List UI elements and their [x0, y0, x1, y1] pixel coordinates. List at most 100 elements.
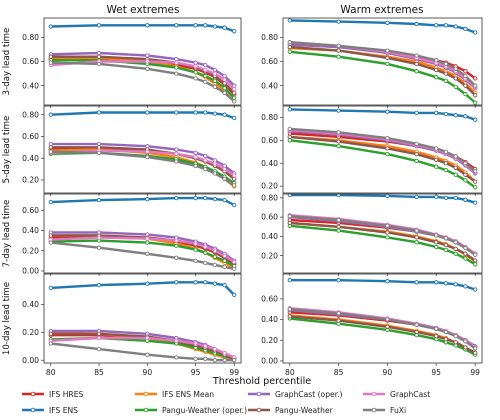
x-tick-label: 99: [470, 368, 480, 377]
data-point: [443, 61, 449, 67]
data-point: [473, 346, 478, 351]
data-point: [336, 311, 341, 316]
x-axis-label: Threshold percentile: [212, 376, 311, 387]
y-tick-label: 0.60: [22, 132, 39, 141]
data-point: [232, 115, 237, 121]
data-point: [222, 77, 227, 82]
legend-label: IFS ENS Mean: [162, 390, 214, 399]
plot-frame: [43, 105, 242, 194]
data-point: [222, 85, 227, 91]
data-point: [212, 24, 218, 29]
data-point: [463, 197, 468, 202]
data-point: [463, 83, 468, 88]
series-line-ifs-ens: [289, 279, 476, 291]
legend-marker: [371, 391, 377, 397]
panel-1-1: 0.40 0.60 0.80 3-day lead time: [2, 17, 242, 108]
data-point: [212, 346, 218, 352]
data-point: [443, 23, 449, 28]
data-point: [203, 280, 208, 285]
y-tick-label: 0.20: [22, 328, 39, 337]
data-point: [145, 281, 150, 286]
panel-3-1: 0.00 0.20 0.40 0.60 7-day lead time: [2, 193, 242, 276]
legend-marker: [371, 407, 377, 413]
data-point: [174, 23, 179, 28]
series-group: [48, 195, 237, 272]
data-point: [414, 151, 419, 157]
data-point: [414, 21, 419, 27]
legend-marker: [30, 407, 36, 413]
data-point: [473, 93, 478, 98]
data-point: [385, 230, 390, 235]
data-point: [174, 56, 179, 62]
data-point: [212, 248, 218, 253]
data-point: [463, 114, 468, 119]
data-point: [434, 280, 439, 285]
data-point: [287, 314, 292, 319]
legend-label: Pangu-Weather: [275, 406, 334, 415]
data-point: [336, 48, 341, 53]
legend-label: FuXi: [390, 406, 406, 415]
data-point: [443, 281, 449, 286]
data-point: [434, 67, 439, 73]
y-tick-label: 0.80: [261, 113, 278, 122]
data-point: [434, 244, 439, 250]
data-point: [222, 73, 227, 79]
data-point: [463, 91, 468, 97]
plot-frame: [282, 193, 483, 274]
series-group: [48, 280, 237, 363]
data-point: [193, 258, 198, 263]
data-point: [96, 197, 102, 203]
data-point: [414, 322, 419, 327]
data-point: [48, 240, 53, 245]
data-point: [203, 166, 208, 172]
y-tick-label: 0.80: [22, 110, 39, 119]
x-tick-label: 85: [94, 368, 104, 377]
data-point: [287, 107, 292, 112]
data-point: [453, 66, 458, 71]
data-point: [473, 169, 478, 174]
data-point: [232, 292, 237, 298]
data-point: [212, 281, 218, 286]
data-point: [434, 23, 439, 28]
series-group: [287, 107, 478, 190]
data-point: [212, 84, 218, 90]
row-label: 10-day lead time: [2, 282, 12, 355]
y-tick-label: 0.80: [261, 33, 278, 42]
legend-item-pangu-weather-oper: Pangu-Weather (oper.): [135, 406, 247, 415]
data-point: [222, 112, 227, 117]
data-point: [453, 282, 458, 287]
data-point: [222, 25, 227, 30]
data-point: [193, 195, 198, 201]
data-point: [336, 19, 341, 24]
data-point: [473, 252, 478, 257]
data-point: [48, 199, 53, 205]
data-point: [48, 331, 53, 336]
data-point: [145, 251, 150, 256]
data-point: [174, 151, 179, 156]
data-point: [174, 71, 179, 76]
y-tick-label: 0.60: [261, 294, 278, 303]
data-point: [473, 83, 478, 88]
data-point: [193, 241, 198, 246]
data-point: [385, 194, 390, 199]
data-point: [174, 238, 179, 243]
data-point: [336, 54, 341, 59]
data-point: [222, 282, 227, 288]
data-point: [287, 307, 292, 312]
data-point: [443, 167, 449, 173]
data-point: [434, 75, 439, 80]
data-point: [434, 157, 439, 162]
legend-item-ifs-ens: IFS ENS: [22, 406, 78, 415]
data-point: [48, 233, 53, 238]
data-point: [453, 333, 458, 339]
data-point: [443, 161, 449, 166]
data-point: [336, 194, 341, 198]
data-point: [385, 146, 390, 151]
y-tick-label: 0.80: [22, 33, 39, 42]
data-point: [463, 161, 468, 166]
data-point: [145, 352, 150, 357]
series-line-pangu-weather-oper: [289, 50, 476, 104]
data-point: [212, 67, 218, 73]
data-point: [145, 110, 150, 115]
legend-label: GraphCast: [390, 390, 430, 399]
